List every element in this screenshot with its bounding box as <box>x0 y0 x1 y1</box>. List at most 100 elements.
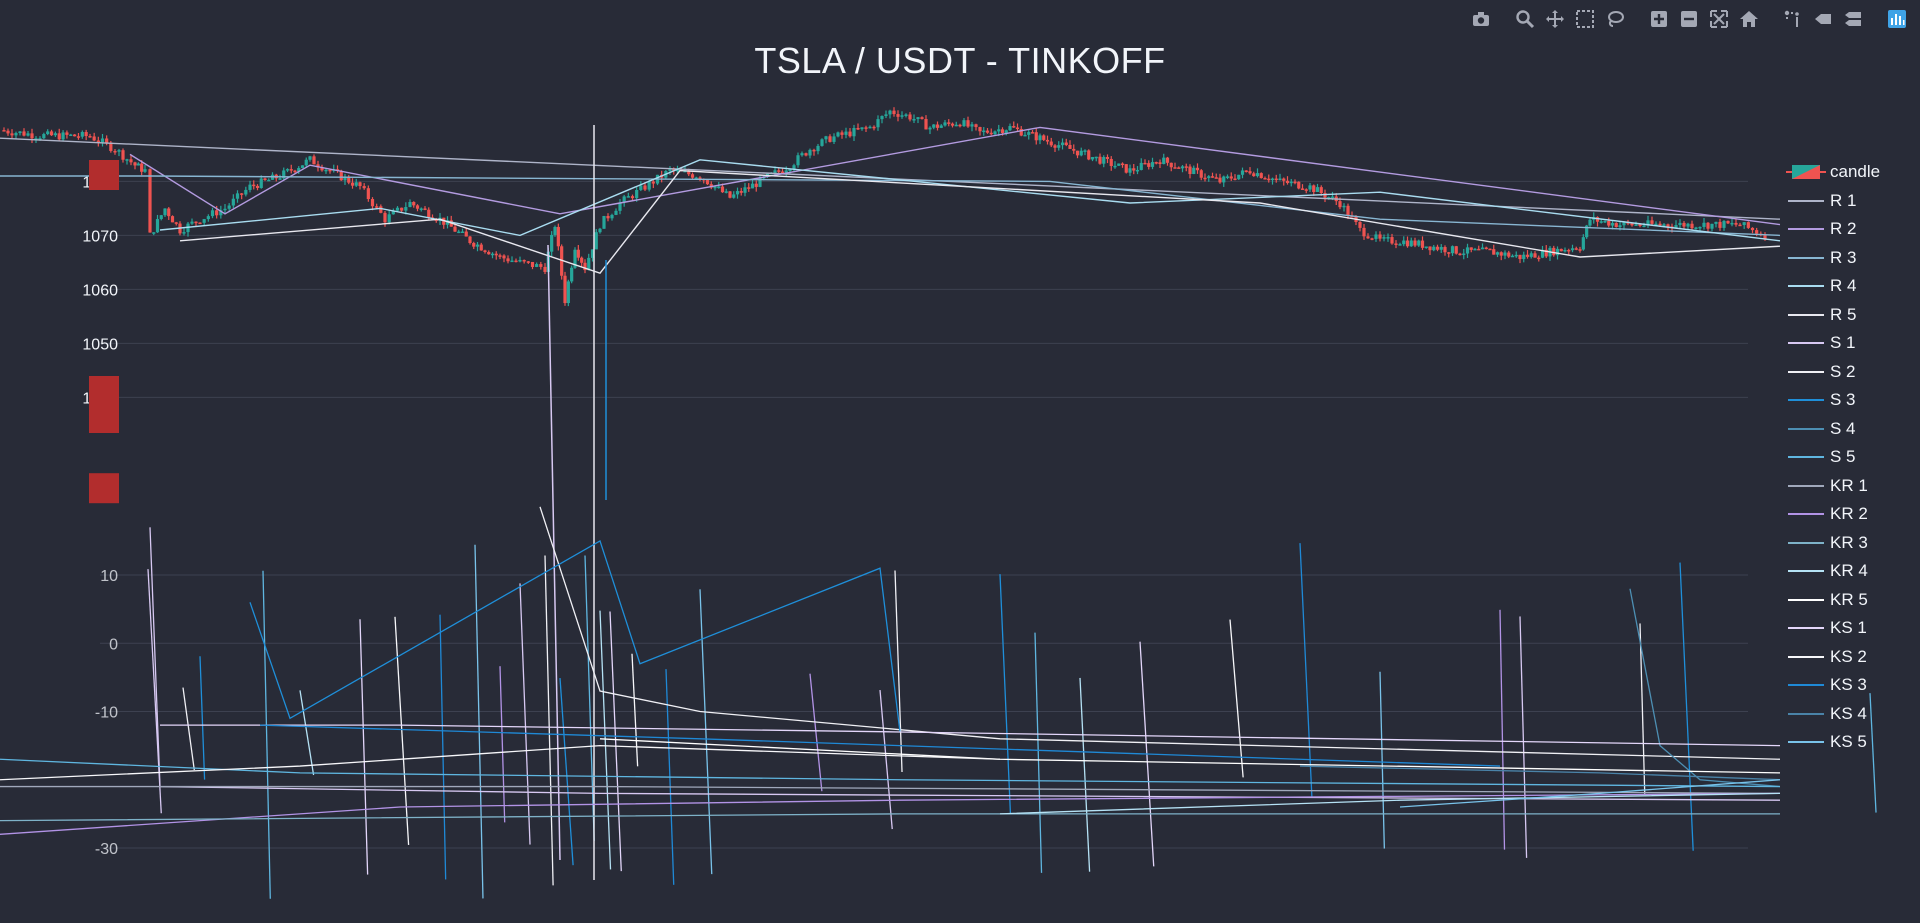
candle-body[interactable] <box>1158 162 1162 165</box>
candle-body[interactable] <box>1702 222 1706 227</box>
candle-body[interactable] <box>235 193 240 199</box>
candle-body[interactable] <box>1480 247 1485 250</box>
candle-body[interactable] <box>76 136 81 138</box>
candle-body[interactable] <box>152 232 156 234</box>
candle-body[interactable] <box>1147 163 1151 167</box>
candle-body[interactable] <box>777 170 781 172</box>
candle-body[interactable] <box>174 222 178 224</box>
candle-body[interactable] <box>1263 178 1267 180</box>
candle-body[interactable] <box>966 120 970 127</box>
candle-body[interactable] <box>324 169 328 172</box>
candle-body[interactable] <box>1746 222 1750 228</box>
candle-body[interactable] <box>105 138 109 143</box>
legend-item[interactable]: KS 5 <box>1786 728 1880 757</box>
candle-body[interactable] <box>1132 168 1136 171</box>
candle-body[interactable] <box>1233 178 1237 181</box>
candle-body[interactable] <box>1447 252 1451 254</box>
candle-body[interactable] <box>1278 178 1282 181</box>
candle-body[interactable] <box>970 124 974 127</box>
candle-body[interactable] <box>1053 145 1057 148</box>
candle-body[interactable] <box>30 133 34 139</box>
zoom-icon[interactable] <box>1510 6 1540 32</box>
candle-body[interactable] <box>576 249 580 258</box>
candle-body[interactable] <box>1237 174 1241 180</box>
candle-body[interactable] <box>490 253 495 256</box>
candle-body[interactable] <box>215 210 219 216</box>
candle-body[interactable] <box>1458 253 1462 256</box>
candle-body[interactable] <box>518 259 522 262</box>
candle-body[interactable] <box>958 124 962 127</box>
candle-body[interactable] <box>1610 223 1615 226</box>
candle-body[interactable] <box>594 232 598 250</box>
candle-body[interactable] <box>136 163 140 166</box>
candle-body[interactable] <box>1229 176 1233 179</box>
candle-body[interactable] <box>155 219 160 233</box>
candle-body[interactable] <box>506 258 510 262</box>
candle-body[interactable] <box>1267 178 1271 181</box>
candle-body[interactable] <box>1210 176 1215 178</box>
candle-body[interactable] <box>530 261 535 267</box>
candle-body[interactable] <box>2 130 6 132</box>
candle-body[interactable] <box>1588 219 1592 226</box>
legend-item[interactable]: KS 2 <box>1786 643 1880 672</box>
candle-body[interactable] <box>475 244 480 247</box>
candle-body[interactable] <box>566 281 570 304</box>
candle-body[interactable] <box>1443 247 1447 253</box>
candle-body[interactable] <box>412 202 416 206</box>
candle-body[interactable] <box>876 119 880 128</box>
candle-body[interactable] <box>80 132 84 137</box>
candle-body[interactable] <box>1315 187 1320 193</box>
candle-body[interactable] <box>457 231 461 234</box>
candle-body[interactable] <box>1297 181 1301 189</box>
candle-body[interactable] <box>1214 177 1218 179</box>
candle-body[interactable] <box>1207 176 1211 179</box>
candle-body[interactable] <box>1045 139 1050 142</box>
candle-body[interactable] <box>259 178 263 188</box>
candle-body[interactable] <box>1537 257 1541 260</box>
candle-body[interactable] <box>573 249 577 268</box>
candle-body[interactable] <box>758 177 762 187</box>
candle-body[interactable] <box>1038 135 1042 141</box>
candle-body[interactable] <box>694 177 698 180</box>
candle-body[interactable] <box>1060 142 1065 146</box>
candle-body[interactable] <box>800 153 804 156</box>
candle-body[interactable] <box>1162 157 1166 165</box>
candle-body[interactable] <box>928 127 932 130</box>
candle-body[interactable] <box>1378 234 1382 239</box>
candle-body[interactable] <box>935 124 940 128</box>
candle-body[interactable] <box>140 163 144 172</box>
candle-body[interactable] <box>121 150 125 160</box>
candle-body[interactable] <box>1682 222 1686 227</box>
candle-body[interactable] <box>1312 185 1316 193</box>
candle-body[interactable] <box>1402 240 1406 245</box>
candle-body[interactable] <box>395 207 400 211</box>
candle-body[interactable] <box>92 136 96 141</box>
candle-body[interactable] <box>14 133 18 136</box>
candle-body[interactable] <box>1658 223 1662 226</box>
candle-body[interactable] <box>1098 156 1102 164</box>
candle-body[interactable] <box>1079 150 1083 156</box>
candle-body[interactable] <box>908 114 912 120</box>
candle-body[interactable] <box>464 231 468 237</box>
candle-body[interactable] <box>510 260 514 263</box>
candle-body[interactable] <box>978 127 982 132</box>
candle-body[interactable] <box>1150 162 1155 167</box>
candle-body[interactable] <box>1342 205 1346 208</box>
candle-body[interactable] <box>539 264 543 267</box>
candle-body[interactable] <box>556 226 560 247</box>
candle-body[interactable] <box>856 128 860 130</box>
candle-body[interactable] <box>1409 240 1413 247</box>
candle-body[interactable] <box>18 131 22 134</box>
candle-body[interactable] <box>117 150 121 152</box>
candle-body[interactable] <box>732 194 736 198</box>
candle-body[interactable] <box>350 182 355 186</box>
candle-body[interactable] <box>1439 247 1443 250</box>
legend-item[interactable]: KR 2 <box>1786 500 1880 529</box>
candle-body[interactable] <box>675 169 680 172</box>
signal-marker[interactable] <box>89 473 119 504</box>
candle-body[interactable] <box>1642 225 1646 228</box>
candle-body[interactable] <box>347 176 351 183</box>
candle-body[interactable] <box>1492 249 1496 255</box>
candle-body[interactable] <box>487 251 491 255</box>
candle-body[interactable] <box>1154 162 1158 164</box>
